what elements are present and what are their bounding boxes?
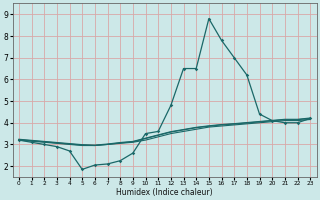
X-axis label: Humidex (Indice chaleur): Humidex (Indice chaleur) bbox=[116, 188, 213, 197]
